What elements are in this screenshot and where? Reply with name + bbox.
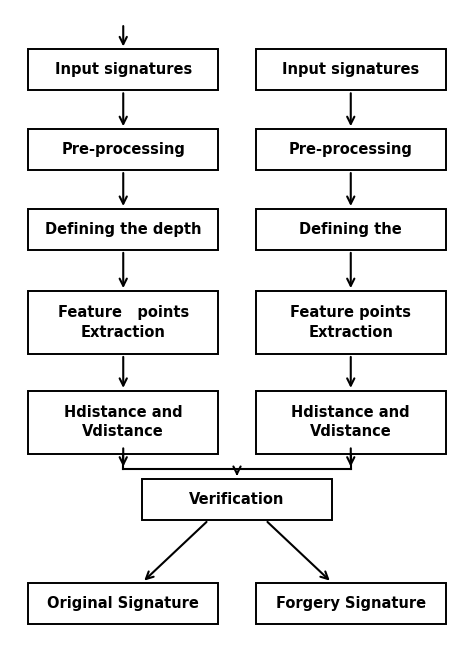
- Text: Feature   points
Extraction: Feature points Extraction: [58, 305, 189, 340]
- FancyBboxPatch shape: [28, 49, 218, 90]
- FancyBboxPatch shape: [256, 49, 446, 90]
- FancyBboxPatch shape: [28, 209, 218, 250]
- Text: Input signatures: Input signatures: [55, 63, 192, 77]
- FancyBboxPatch shape: [256, 129, 446, 170]
- Text: Defining the: Defining the: [300, 222, 402, 237]
- Text: Original Signature: Original Signature: [47, 596, 199, 610]
- FancyBboxPatch shape: [256, 209, 446, 250]
- FancyBboxPatch shape: [28, 583, 218, 624]
- Text: Pre-processing: Pre-processing: [61, 142, 185, 157]
- FancyBboxPatch shape: [28, 291, 218, 354]
- Text: Hdistance and
Vdistance: Hdistance and Vdistance: [292, 405, 410, 440]
- FancyBboxPatch shape: [256, 291, 446, 354]
- FancyBboxPatch shape: [28, 129, 218, 170]
- Text: Feature points
Extraction: Feature points Extraction: [290, 305, 411, 340]
- Text: Defining the depth: Defining the depth: [45, 222, 201, 237]
- Text: Verification: Verification: [189, 492, 285, 507]
- Text: Pre-processing: Pre-processing: [289, 142, 413, 157]
- FancyBboxPatch shape: [28, 390, 218, 454]
- FancyBboxPatch shape: [256, 583, 446, 624]
- Text: Input signatures: Input signatures: [282, 63, 419, 77]
- FancyBboxPatch shape: [142, 479, 332, 520]
- Text: Forgery Signature: Forgery Signature: [276, 596, 426, 610]
- FancyBboxPatch shape: [256, 390, 446, 454]
- Text: Hdistance and
Vdistance: Hdistance and Vdistance: [64, 405, 182, 440]
